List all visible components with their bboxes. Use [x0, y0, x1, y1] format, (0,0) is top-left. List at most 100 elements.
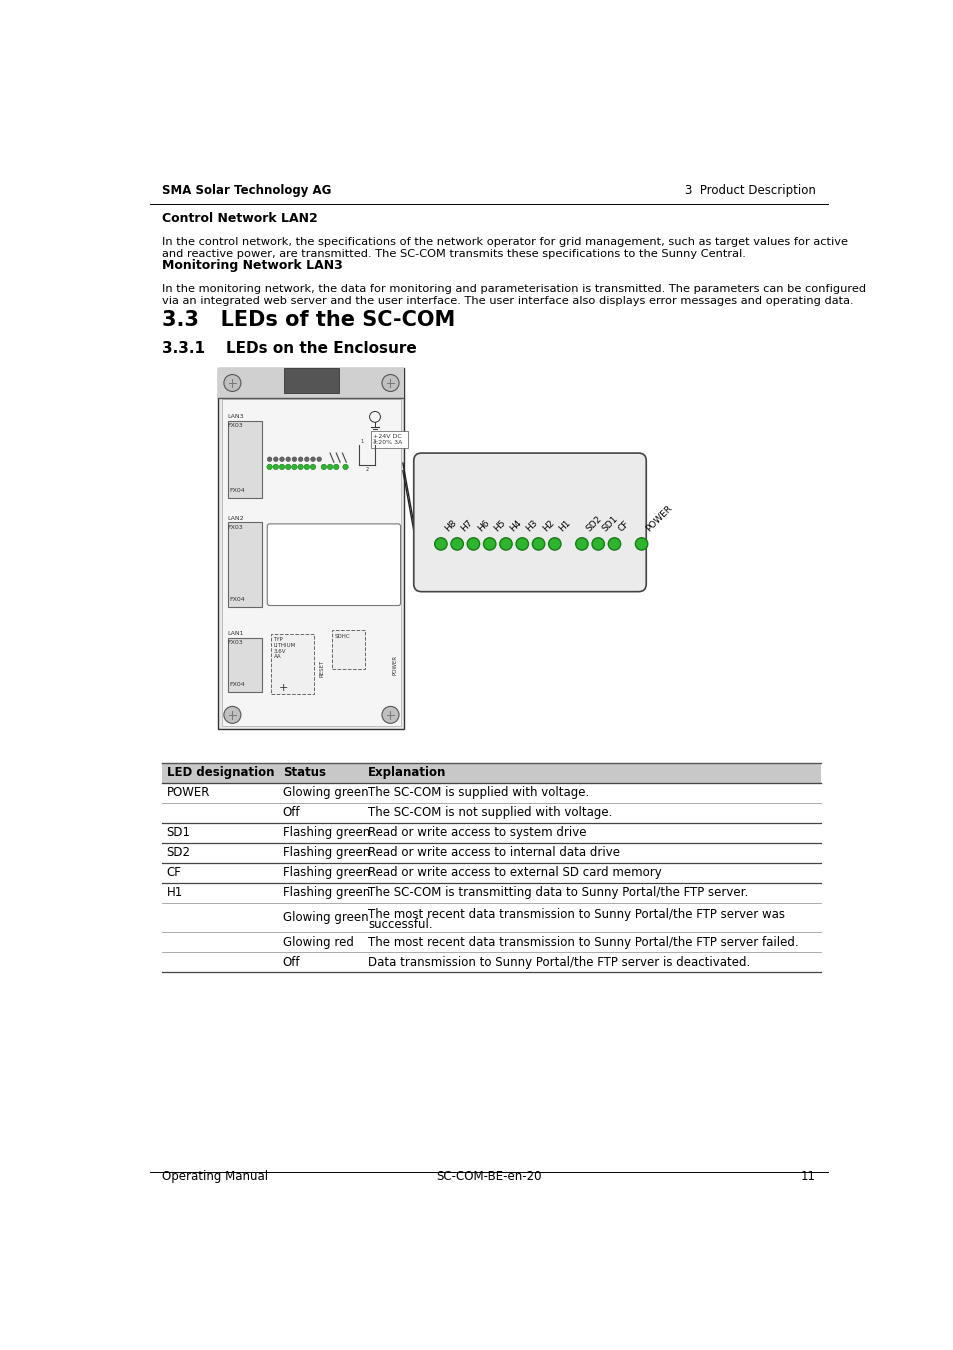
Circle shape [286, 456, 291, 462]
Circle shape [292, 464, 296, 470]
Text: Off: Off [282, 806, 300, 819]
Circle shape [342, 464, 348, 470]
Circle shape [575, 537, 587, 549]
Circle shape [297, 464, 303, 470]
Circle shape [435, 537, 447, 549]
Text: FX04: FX04 [229, 489, 245, 493]
Text: Flashing green: Flashing green [282, 867, 370, 879]
Text: +24V DC
±20% 3A: +24V DC ±20% 3A [373, 433, 402, 446]
Text: The SC-COM is not supplied with voltage.: The SC-COM is not supplied with voltage. [368, 806, 612, 819]
Text: In the monitoring network, the data for monitoring and parameterisation is trans: In the monitoring network, the data for … [162, 284, 865, 294]
FancyBboxPatch shape [228, 637, 261, 691]
Circle shape [279, 464, 284, 470]
Text: SD2: SD2 [583, 514, 603, 533]
FancyBboxPatch shape [228, 522, 261, 608]
Bar [271, 634, 314, 694]
Text: RESET: RESET [318, 660, 324, 678]
Bar [162, 783, 820, 803]
Bar [371, 431, 408, 448]
Text: Status: Status [282, 765, 325, 779]
Text: LED designation: LED designation [167, 765, 274, 779]
Bar [162, 952, 820, 972]
Text: +: + [278, 683, 288, 693]
Text: H1: H1 [167, 886, 183, 899]
Text: Monitoring Network LAN3: Monitoring Network LAN3 [162, 259, 342, 273]
Circle shape [267, 464, 272, 470]
Circle shape [267, 456, 272, 462]
Text: In the control network, the specifications of the network operator for grid mana: In the control network, the specificatio… [162, 236, 847, 247]
Circle shape [516, 537, 528, 549]
Text: CF: CF [617, 518, 631, 533]
Text: 3  Product Description: 3 Product Description [684, 184, 815, 197]
Bar [284, 369, 338, 393]
Text: POWER: POWER [643, 504, 673, 533]
Text: 3: 3 [373, 439, 375, 444]
Bar [162, 842, 820, 863]
Bar [162, 931, 820, 952]
Text: Flashing green: Flashing green [282, 846, 370, 859]
Bar [332, 630, 365, 668]
Circle shape [274, 456, 278, 462]
Bar [162, 883, 820, 903]
FancyBboxPatch shape [267, 524, 400, 606]
Text: H7: H7 [459, 518, 475, 533]
Text: Glowing green: Glowing green [282, 911, 368, 923]
Text: Off: Off [282, 956, 300, 968]
Circle shape [316, 456, 321, 462]
Text: Read or write access to system drive: Read or write access to system drive [368, 826, 586, 840]
Bar [162, 822, 820, 842]
Circle shape [224, 374, 241, 392]
Circle shape [548, 537, 560, 549]
Text: The most recent data transmission to Sunny Portal/the FTP server was: The most recent data transmission to Sun… [368, 909, 784, 921]
Text: 2: 2 [365, 467, 369, 472]
Text: SMA Solar Technology AG: SMA Solar Technology AG [162, 184, 331, 197]
Text: H5: H5 [492, 518, 507, 533]
Text: Glowing red: Glowing red [282, 936, 354, 949]
Text: SC-COM-BE-en-20: SC-COM-BE-en-20 [436, 1170, 541, 1183]
Text: Data transmission to Sunny Portal/the FTP server is deactivated.: Data transmission to Sunny Portal/the FT… [368, 956, 749, 968]
Text: 3.3.1    LEDs on the Enclosure: 3.3.1 LEDs on the Enclosure [162, 342, 416, 356]
FancyBboxPatch shape [228, 421, 261, 498]
Bar [221, 400, 401, 726]
Bar [162, 803, 820, 822]
Text: H4: H4 [508, 518, 523, 533]
Circle shape [532, 537, 544, 549]
Circle shape [273, 464, 278, 470]
Circle shape [483, 537, 496, 549]
Text: FX03: FX03 [228, 525, 243, 529]
Text: FX04: FX04 [229, 682, 245, 687]
Text: H3: H3 [524, 518, 539, 533]
Text: H6: H6 [476, 518, 491, 533]
Text: Operating Manual: Operating Manual [162, 1170, 268, 1183]
Circle shape [467, 537, 479, 549]
Text: SDHC: SDHC [335, 634, 350, 639]
Circle shape [304, 456, 309, 462]
Text: SD1: SD1 [599, 514, 619, 533]
Circle shape [381, 706, 398, 724]
Circle shape [224, 706, 241, 724]
Circle shape [304, 464, 309, 470]
Circle shape [499, 537, 512, 549]
Circle shape [298, 456, 303, 462]
Text: TYP
LITHIUM
3.6V
AA: TYP LITHIUM 3.6V AA [274, 637, 295, 660]
Text: 11: 11 [801, 1170, 815, 1183]
Text: Explanation: Explanation [368, 765, 446, 779]
Text: SD2: SD2 [167, 846, 191, 859]
Circle shape [592, 537, 604, 549]
Circle shape [321, 464, 326, 470]
Text: Glowing green: Glowing green [282, 786, 368, 799]
Text: The SC-COM is transmitting data to Sunny Portal/the FTP server.: The SC-COM is transmitting data to Sunny… [368, 886, 747, 899]
Text: 1: 1 [360, 439, 363, 444]
Circle shape [310, 464, 315, 470]
Text: successful.: successful. [368, 918, 433, 932]
Text: FX03: FX03 [228, 640, 243, 645]
Text: Flashing green: Flashing green [282, 886, 370, 899]
Text: SD1: SD1 [167, 826, 191, 840]
Circle shape [292, 456, 296, 462]
Text: H1: H1 [557, 518, 572, 533]
Text: LAN2: LAN2 [228, 516, 244, 521]
Circle shape [451, 537, 463, 549]
FancyBboxPatch shape [218, 369, 404, 729]
Text: Read or write access to internal data drive: Read or write access to internal data dr… [368, 846, 619, 859]
Bar [162, 863, 820, 883]
